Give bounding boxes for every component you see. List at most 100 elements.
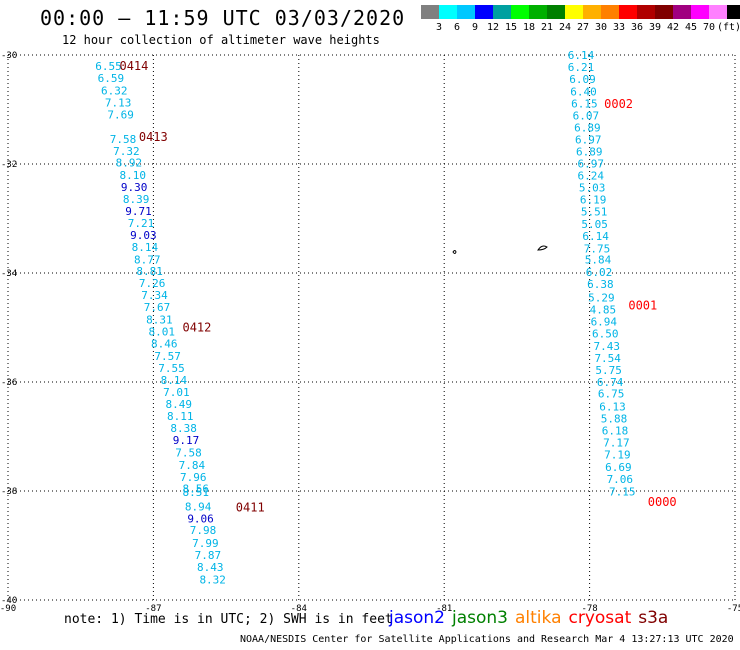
wave-height-value: 5.29 bbox=[588, 292, 615, 305]
note-text: note: 1) Time is in UTC; 2) SWH is in fe… bbox=[64, 612, 393, 627]
island-shape bbox=[452, 250, 457, 254]
scale-swatch bbox=[583, 5, 601, 19]
axis-labels: -30 -32 -34 -36 -38 -40-90 -87 -84 -81 -78 -75 bbox=[0, 51, 740, 614]
lon-tick-label: -90 bbox=[0, 604, 16, 614]
wave-height-value: 9.71 bbox=[125, 205, 152, 218]
island-shape bbox=[537, 245, 548, 251]
wave-height-value: 8.56 bbox=[182, 482, 209, 495]
wave-height-value: 7.58 bbox=[175, 446, 202, 459]
wave-height-value: 8.43 bbox=[197, 561, 224, 574]
wave-height-value: 7.06 bbox=[607, 473, 634, 486]
wave-height-value: 6.09 bbox=[569, 73, 596, 86]
wave-height-value: 5.05 bbox=[581, 218, 608, 231]
wave-height-value: 7.34 bbox=[141, 289, 168, 302]
wave-height-value: 6.19 bbox=[580, 193, 607, 206]
map-title: 00:00 – 11:59 UTC 03/03/2020 bbox=[40, 6, 406, 30]
scale-label: 3 bbox=[435, 22, 443, 33]
lon-tick-label: -87 bbox=[145, 604, 161, 614]
wave-height-value: 7.15 bbox=[609, 486, 636, 499]
scale-label: 30 bbox=[594, 22, 608, 33]
scale-label: 12 bbox=[486, 22, 500, 33]
pass-labels: 0414 0413 0412 0411 0002 0001 0000 bbox=[119, 59, 676, 514]
wave-height-value: 6.32 bbox=[101, 84, 128, 97]
wave-height-value: 5.88 bbox=[601, 413, 628, 426]
wave-height-value: 6.15 bbox=[571, 98, 598, 111]
wave-height-value: 6.89 bbox=[574, 121, 601, 134]
wave-height-value: 8.32 bbox=[199, 573, 226, 586]
wave-height-value: 8.51 bbox=[182, 486, 209, 499]
wave-height-value: 8.81 bbox=[136, 265, 163, 278]
wave-height-value: 7.58 bbox=[110, 133, 137, 146]
scale-label: (ft) bbox=[717, 22, 740, 33]
wave-height-value: 8.14 bbox=[132, 241, 159, 254]
wave-height-value: 7.54 bbox=[594, 352, 621, 365]
wave-height-value: 8.46 bbox=[151, 337, 178, 350]
wave-height-value: 6.55 bbox=[95, 60, 122, 73]
lat-tick-label: -36 bbox=[1, 378, 17, 388]
scale-swatch bbox=[637, 5, 655, 19]
wave-height-value: 8.31 bbox=[146, 313, 173, 326]
wave-height-value: 6.14 bbox=[568, 49, 595, 62]
satellite-legend: jason2 jason3 altika cryosat s3a bbox=[389, 608, 675, 628]
legend-entry: jason2 bbox=[389, 608, 445, 628]
wave-height-value: 7.67 bbox=[144, 301, 171, 314]
wave-height-value: 6.07 bbox=[573, 109, 600, 122]
scale-label: 6 bbox=[453, 22, 461, 33]
wave-height-value: 9.17 bbox=[173, 434, 200, 447]
scale-swatch bbox=[439, 5, 457, 19]
wave-height-value: 8.11 bbox=[167, 410, 194, 423]
wave-height-value: 8.94 bbox=[185, 500, 212, 513]
lat-tick-label: -38 bbox=[1, 487, 17, 497]
wave-height-value: 7.01 bbox=[163, 386, 190, 399]
wave-height-value: 6.97 bbox=[575, 133, 602, 146]
wave-height-value: 6.94 bbox=[591, 316, 618, 329]
scale-swatch bbox=[565, 5, 583, 19]
wave-height-value: 7.87 bbox=[195, 549, 222, 562]
wave-height-value: 8.49 bbox=[166, 398, 193, 411]
scale-label: 42 bbox=[666, 22, 680, 33]
track-values: 6.556.596.327.137.697.587.328.928.109.30… bbox=[95, 49, 635, 586]
wave-height-value: 6.13 bbox=[599, 401, 626, 414]
wave-height-value: 7.96 bbox=[180, 471, 207, 484]
scale-label: 70 bbox=[702, 22, 716, 33]
scale-swatch bbox=[727, 5, 740, 19]
wave-height-value: 8.10 bbox=[119, 169, 145, 182]
wave-height-value: 7.75 bbox=[584, 242, 611, 255]
wave-height-value: 6.21 bbox=[568, 61, 595, 74]
scale-swatch bbox=[709, 5, 727, 19]
scale-swatch bbox=[457, 5, 475, 19]
wave-height-value: 5.51 bbox=[581, 205, 608, 218]
scale-swatch bbox=[547, 5, 565, 19]
scale-label: 36 bbox=[630, 22, 644, 33]
scale-label: 33 bbox=[612, 22, 626, 33]
scale-label: 21 bbox=[540, 22, 554, 33]
scale-label: 18 bbox=[522, 22, 536, 33]
wave-height-value: 8.14 bbox=[161, 374, 188, 387]
pass-id-label: 0414 bbox=[119, 59, 148, 73]
scale-swatch bbox=[421, 5, 439, 19]
scale-swatch bbox=[493, 5, 511, 19]
map-subtitle: 12 hour collection of altimeter wave hei… bbox=[62, 33, 380, 47]
wave-height-value: 8.01 bbox=[149, 325, 176, 338]
wave-height-value: 5.84 bbox=[585, 253, 612, 266]
wave-height-value: 8.92 bbox=[116, 156, 143, 169]
wave-height-value: 6.02 bbox=[586, 266, 613, 279]
wave-height-value: 6.59 bbox=[98, 72, 125, 85]
scale-label: 27 bbox=[576, 22, 590, 33]
lat-tick-label: -32 bbox=[1, 160, 17, 170]
pass-id-label: 0000 bbox=[648, 495, 677, 509]
legend-entry: jason3 bbox=[452, 608, 508, 628]
wave-height-value: 6.24 bbox=[577, 169, 604, 182]
wave-height-value: 7.17 bbox=[603, 436, 630, 449]
pass-id-label: 0412 bbox=[182, 321, 211, 335]
wave-height-value: 8.38 bbox=[170, 422, 197, 435]
scale-swatch bbox=[529, 5, 547, 19]
wave-height-value: 7.19 bbox=[604, 448, 631, 461]
wave-height-value: 6.89 bbox=[576, 145, 603, 158]
wave-height-value: 6.97 bbox=[577, 157, 604, 170]
lon-tick-label: -81 bbox=[436, 604, 452, 614]
scale-swatch bbox=[655, 5, 673, 19]
scale-swatch bbox=[475, 5, 493, 19]
islands bbox=[452, 245, 548, 254]
wave-height-value: 6.40 bbox=[570, 86, 597, 99]
